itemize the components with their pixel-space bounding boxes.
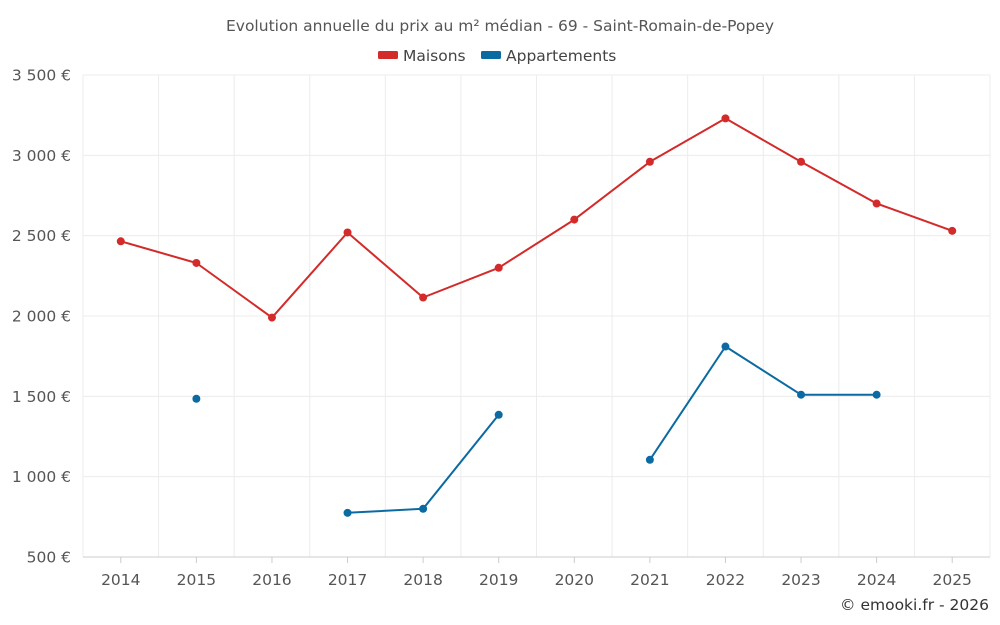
data-point-appartements-2015[interactable]	[192, 394, 201, 403]
grid	[82, 74, 991, 557]
legend-swatch-maisons	[378, 51, 398, 59]
data-point-appartements-2021[interactable]	[645, 455, 654, 464]
legend[interactable]: Maisons Appartements	[378, 47, 616, 65]
y-tick-label: 1 500 €	[12, 388, 71, 406]
x-tick-label: 2023	[781, 571, 820, 589]
data-point-maisons-2022[interactable]	[721, 114, 730, 123]
data-point-maisons-2020[interactable]	[570, 215, 579, 224]
y-tick-label: 3 500 €	[12, 67, 71, 85]
data-point-maisons-2023[interactable]	[797, 157, 806, 166]
data-point-appartements-2018[interactable]	[419, 504, 428, 513]
legend-item-appartements[interactable]: Appartements	[481, 47, 616, 65]
credit-text: © emooki.fr - 2026	[840, 596, 989, 614]
data-point-maisons-2016[interactable]	[267, 313, 276, 322]
x-tick-label: 2019	[479, 571, 518, 589]
series-line-appartements	[347, 414, 500, 514]
x-tick-label: 2020	[555, 571, 594, 589]
legend-label-appartements: Appartements	[506, 47, 616, 65]
data-point-maisons-2017[interactable]	[343, 228, 352, 237]
x-tick-label: 2021	[630, 571, 669, 589]
x-axis: 2014 2015 2016 2017 2018 2019 2020 2021 2022 2023…	[83, 556, 990, 589]
data-point-maisons-2015[interactable]	[192, 258, 201, 267]
y-tick-label: 500 €	[27, 549, 71, 567]
series	[116, 114, 957, 517]
data-point-appartements-2017[interactable]	[343, 508, 352, 517]
data-point-appartements-2019[interactable]	[494, 410, 503, 419]
x-tick-label: 2025	[932, 571, 971, 589]
data-point-maisons-2025[interactable]	[948, 226, 957, 235]
x-tick-label: 2018	[403, 571, 442, 589]
x-tick-label: 2017	[328, 571, 367, 589]
series-line-maisons	[120, 117, 953, 319]
chart-title: Evolution annuelle du prix au m² médian …	[226, 17, 774, 35]
data-point-maisons-2014[interactable]	[116, 237, 125, 246]
y-tick-label: 3 000 €	[12, 147, 71, 165]
data-point-appartements-2023[interactable]	[797, 390, 806, 399]
series-line-appartements	[649, 345, 877, 461]
data-point-maisons-2018[interactable]	[419, 293, 428, 302]
legend-label-maisons: Maisons	[403, 47, 466, 65]
y-axis: 500 € 1 000 € 1 500 € 2 000 € 2 500 € 3 000 €…	[12, 67, 71, 567]
x-tick-label: 2014	[101, 571, 140, 589]
legend-swatch-appartements	[481, 51, 501, 59]
data-point-maisons-2024[interactable]	[872, 199, 881, 208]
y-tick-label: 1 000 €	[12, 468, 71, 486]
y-tick-label: 2 000 €	[12, 308, 71, 326]
data-point-appartements-2022[interactable]	[721, 342, 730, 351]
legend-item-maisons[interactable]: Maisons	[378, 47, 466, 65]
data-point-maisons-2021[interactable]	[645, 157, 654, 166]
y-tick-label: 2 500 €	[12, 227, 71, 245]
x-tick-label: 2024	[857, 571, 896, 589]
x-tick-label: 2015	[177, 571, 216, 589]
data-point-appartements-2024[interactable]	[872, 390, 881, 399]
x-tick-label: 2016	[252, 571, 291, 589]
data-point-maisons-2019[interactable]	[494, 263, 503, 272]
x-tick-label: 2022	[706, 571, 745, 589]
